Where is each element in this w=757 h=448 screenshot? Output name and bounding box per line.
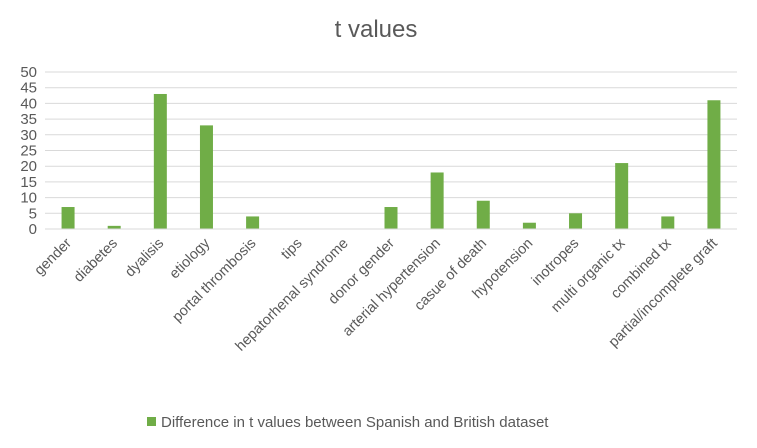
x-tick-label: portal thrombosis: [169, 236, 259, 326]
y-tick-label: 25: [20, 143, 37, 160]
legend: Difference in t values between Spanish a…: [147, 414, 549, 431]
bar: [569, 213, 583, 229]
bar: [707, 100, 721, 229]
bar: [107, 225, 121, 229]
y-tick-label: 40: [20, 95, 37, 112]
gridlines: [45, 71, 737, 214]
bar: [522, 222, 536, 229]
y-tick-label: 0: [29, 221, 37, 238]
legend-swatch: [147, 417, 156, 426]
bar: [476, 200, 490, 229]
bar: [199, 125, 213, 229]
x-tick-label: diabetes: [71, 236, 121, 286]
x-tick-label: dyalisis: [122, 236, 167, 281]
bars: [61, 93, 721, 229]
y-tick-label: 30: [20, 127, 37, 144]
x-tick-label: tips: [278, 236, 305, 263]
bar: [153, 93, 167, 229]
y-tick-label: 15: [20, 174, 37, 191]
x-tick-label: etiology: [167, 235, 214, 282]
bar: [384, 207, 398, 229]
bar: [430, 172, 444, 229]
bar: [615, 163, 629, 229]
bar: [61, 207, 75, 229]
bar: [661, 216, 675, 229]
x-tick-label: gender: [32, 235, 75, 278]
legend-label: Difference in t values between Spanish a…: [161, 414, 549, 431]
y-tick-label: 10: [20, 190, 37, 207]
bar: [246, 216, 260, 229]
y-tick-label: 50: [20, 64, 37, 81]
y-tick-label: 45: [20, 80, 37, 97]
y-tick-label: 20: [20, 158, 37, 175]
y-tick-label: 5: [29, 205, 37, 222]
y-tick-label: 35: [20, 111, 37, 128]
chart-title: t values: [335, 16, 418, 43]
